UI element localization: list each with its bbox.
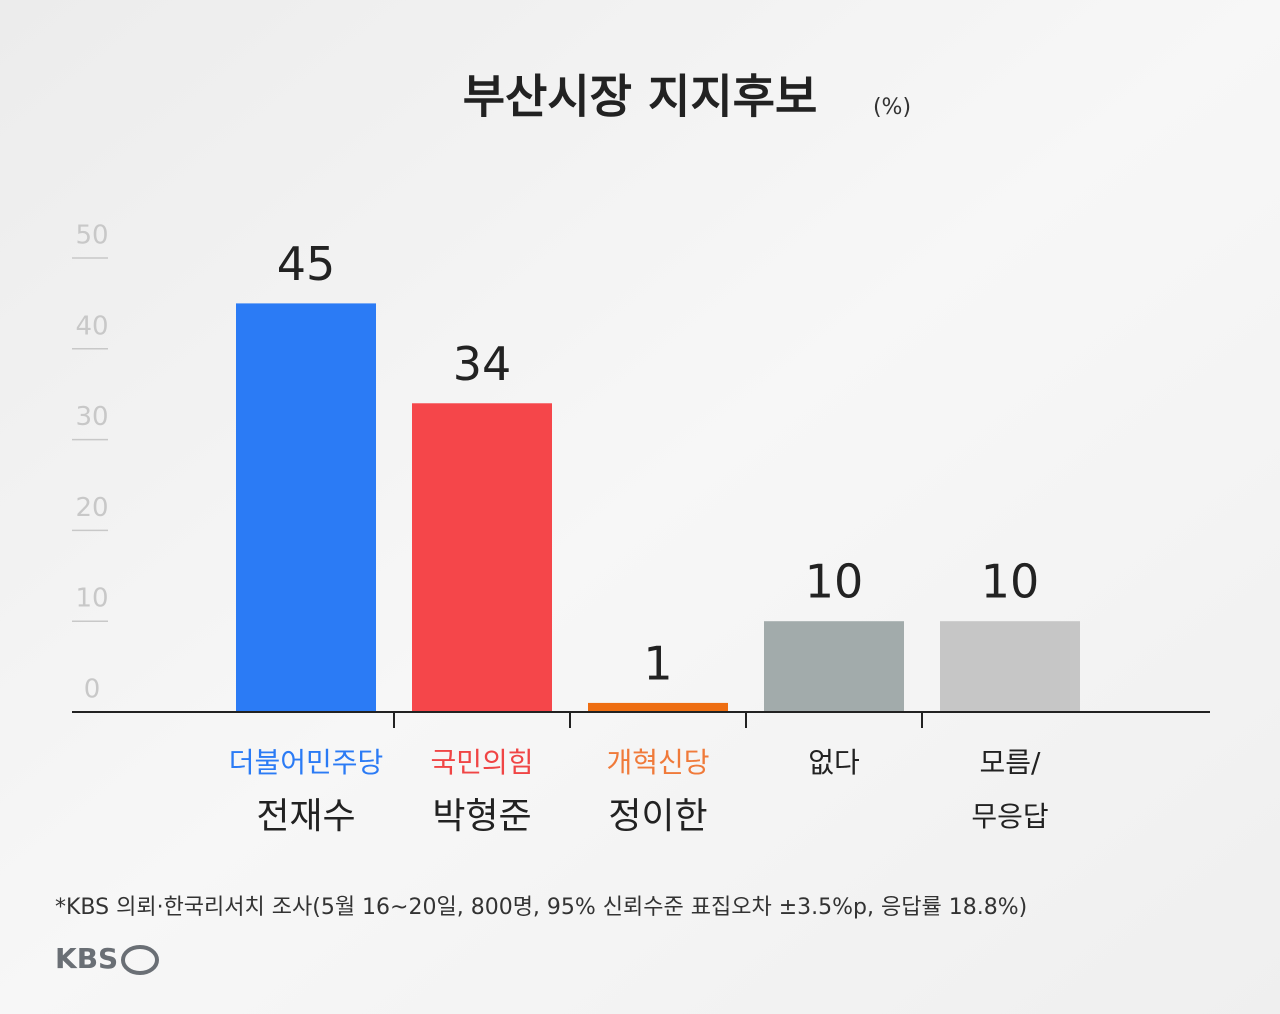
- chart-title: 부산시장 지지후보: [463, 70, 818, 124]
- category-label: 무응답: [971, 800, 1048, 833]
- footnote: *KBS 의뢰·한국리서치 조사(5월 16~20일, 800명, 95% 신뢰…: [55, 895, 1027, 920]
- value-label: 10: [981, 555, 1040, 609]
- value-label: 34: [453, 337, 512, 391]
- y-tick-label: 0: [84, 675, 101, 705]
- bar: [236, 303, 376, 712]
- value-label: 45: [277, 237, 336, 291]
- category-label: 정이한: [608, 796, 707, 837]
- category-label: 없다: [808, 746, 860, 779]
- y-tick-label: 10: [75, 584, 108, 614]
- bar: [412, 403, 552, 712]
- bar: [588, 702, 728, 712]
- party-label: 더불어민주당: [229, 746, 384, 779]
- bar: [764, 621, 904, 712]
- y-tick-label: 20: [75, 493, 108, 523]
- value-label: 1: [643, 636, 672, 690]
- y-tick-label: 30: [75, 402, 108, 432]
- category-label: 모름/: [980, 746, 1042, 779]
- party-label: 개혁신당: [606, 746, 709, 779]
- logo: KBS: [55, 942, 118, 975]
- category-label: 박형준: [432, 796, 531, 837]
- value-label: 10: [805, 555, 864, 609]
- y-tick-label: 40: [75, 311, 108, 341]
- party-label: 국민의힘: [430, 746, 533, 779]
- logo-mark: [121, 945, 159, 975]
- category-label: 전재수: [256, 796, 355, 837]
- bar: [940, 621, 1080, 712]
- unit: (%): [873, 95, 911, 120]
- y-tick-label: 50: [75, 221, 108, 251]
